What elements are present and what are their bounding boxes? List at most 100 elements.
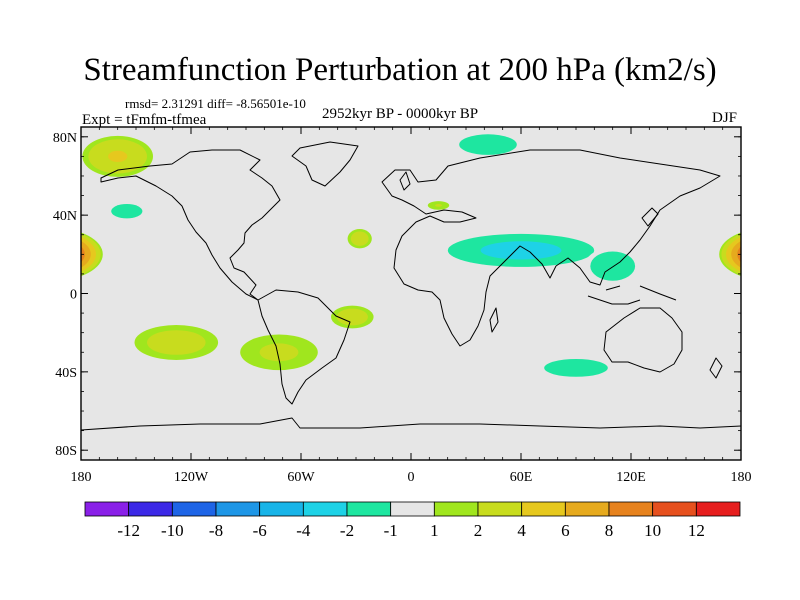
- contour-band: [134, 411, 157, 419]
- coast-great-britain: [399, 171, 411, 191]
- contour-band: [756, 248, 780, 261]
- x-tick-label: 60E: [510, 470, 533, 485]
- anomaly-region: [427, 201, 450, 210]
- anomaly-region: [444, 129, 532, 161]
- colorbar-swatch: [302, 501, 348, 517]
- contour-band: [234, 236, 265, 264]
- anomaly-region: [234, 236, 265, 264]
- y-tick-label: 80S: [55, 444, 77, 459]
- coast-greenland: [291, 141, 359, 187]
- contour-band: [81, 240, 91, 268]
- period-label: 2952kyr BP - 0000kyr BP: [322, 106, 479, 122]
- contour-band: [147, 330, 206, 355]
- coast-australia: [603, 307, 683, 373]
- anomaly-region: [82, 135, 153, 177]
- x-tick-label: 0: [408, 470, 415, 485]
- anomaly-region: [331, 305, 374, 329]
- y-axis-ticks: 80N 40N 0 40S 80S: [53, 131, 741, 459]
- y-tick-label: 0: [70, 288, 77, 303]
- colorbar-label: -1: [384, 521, 398, 540]
- colorbar-swatch: [477, 501, 523, 517]
- colorbar-label: -4: [296, 521, 311, 540]
- colorbar-swatch: [652, 501, 697, 517]
- anomaly-region: [134, 411, 157, 419]
- experiment-label: Expt = tFmfm-tfmea: [82, 112, 207, 128]
- coast-japan: [641, 207, 659, 227]
- anomaly-region: [584, 247, 641, 285]
- y-tick-label: 40N: [53, 209, 77, 224]
- contour-band: [41, 248, 65, 261]
- x-axis-ticks: 180 120W 60W 0 60E 120E 180: [71, 127, 752, 485]
- contour-band: [771, 204, 800, 218]
- contour-band: [459, 134, 517, 155]
- anomaly-region: [240, 334, 318, 371]
- plot-area: 180 120W 60W 0 60E 120E 180 80N 40N 0 40S 80S: [30, 126, 800, 485]
- contour-band: [731, 240, 741, 268]
- x-tick-label: 180: [71, 470, 92, 485]
- contour-band: [742, 136, 800, 177]
- contour-band: [766, 202, 800, 221]
- contour-band: [768, 151, 787, 162]
- y-tick-label: 40S: [55, 366, 77, 381]
- anomaly-region: [218, 199, 237, 224]
- y-tick-label: 80N: [53, 131, 77, 146]
- contour-band: [111, 204, 143, 219]
- anomaly-region: [105, 201, 149, 221]
- colorbar-swatch: [259, 501, 304, 517]
- anomaly-region: [134, 325, 219, 360]
- contour-band: [737, 246, 741, 263]
- colorbar-label: 1: [430, 521, 439, 540]
- contour-band: [480, 241, 562, 260]
- coast-eurasia-africa: [381, 149, 721, 347]
- coastlines: [81, 141, 741, 431]
- anomaly-region: [512, 350, 640, 386]
- colorbar-label: -10: [161, 521, 184, 540]
- colorbar-swatch: [84, 501, 130, 517]
- colorbar-label: 2: [474, 521, 483, 540]
- colorbar-label: 4: [517, 521, 526, 540]
- contour-band: [745, 242, 792, 267]
- anomaly-region: [30, 232, 103, 277]
- colorbar-swatch: [128, 501, 173, 517]
- anomaly-region: [347, 229, 372, 249]
- coast-indonesia: [587, 285, 677, 305]
- colorbar-label: -8: [209, 521, 223, 540]
- colorbar-swatch: [695, 501, 741, 517]
- contour-band: [30, 242, 77, 267]
- anomaly-region: [436, 231, 606, 270]
- colorbar-swatch: [433, 501, 479, 517]
- colorbar-label: -2: [340, 521, 354, 540]
- colorbar-swatch: [171, 501, 217, 517]
- colorbar-swatch: [346, 501, 392, 517]
- anomaly-region: [719, 232, 792, 277]
- anomaly-region: [766, 202, 800, 221]
- plot-frame: [80, 126, 742, 461]
- season-label: DJF: [712, 110, 738, 126]
- x-tick-label: 120E: [616, 470, 646, 485]
- contour-band: [259, 343, 299, 362]
- anomaly-region: [742, 136, 800, 177]
- colorbar: -12 -10 -8 -6 -4 -2 -1 1 2 4 6 8 10 12: [84, 501, 741, 540]
- stats-label: rmsd= 2.31291 diff= -8.56501e-10: [125, 96, 306, 111]
- contour-band: [590, 251, 636, 281]
- plot-background: [81, 127, 741, 460]
- contour-band: [435, 204, 442, 207]
- x-tick-label: 120W: [174, 470, 209, 485]
- contour-band: [350, 231, 369, 246]
- coast-north-america: [100, 149, 281, 301]
- contour-band: [320, 186, 337, 197]
- colorbar-label: 8: [605, 521, 614, 540]
- contour-band: [748, 139, 800, 173]
- colorbar-label: -12: [117, 521, 140, 540]
- chart-title: Streamfunction Perturbation at 200 hPa (…: [83, 52, 717, 88]
- colorbar-swatch: [390, 501, 435, 517]
- contour-band: [108, 150, 128, 162]
- anomaly-fields: [30, 129, 800, 419]
- x-tick-label: 180: [731, 470, 752, 485]
- contour-band: [81, 246, 85, 263]
- x-tick-label: 60W: [287, 470, 315, 485]
- colorbar-swatch: [215, 501, 261, 517]
- contour-band: [336, 308, 368, 326]
- coast-south-america: [257, 289, 351, 405]
